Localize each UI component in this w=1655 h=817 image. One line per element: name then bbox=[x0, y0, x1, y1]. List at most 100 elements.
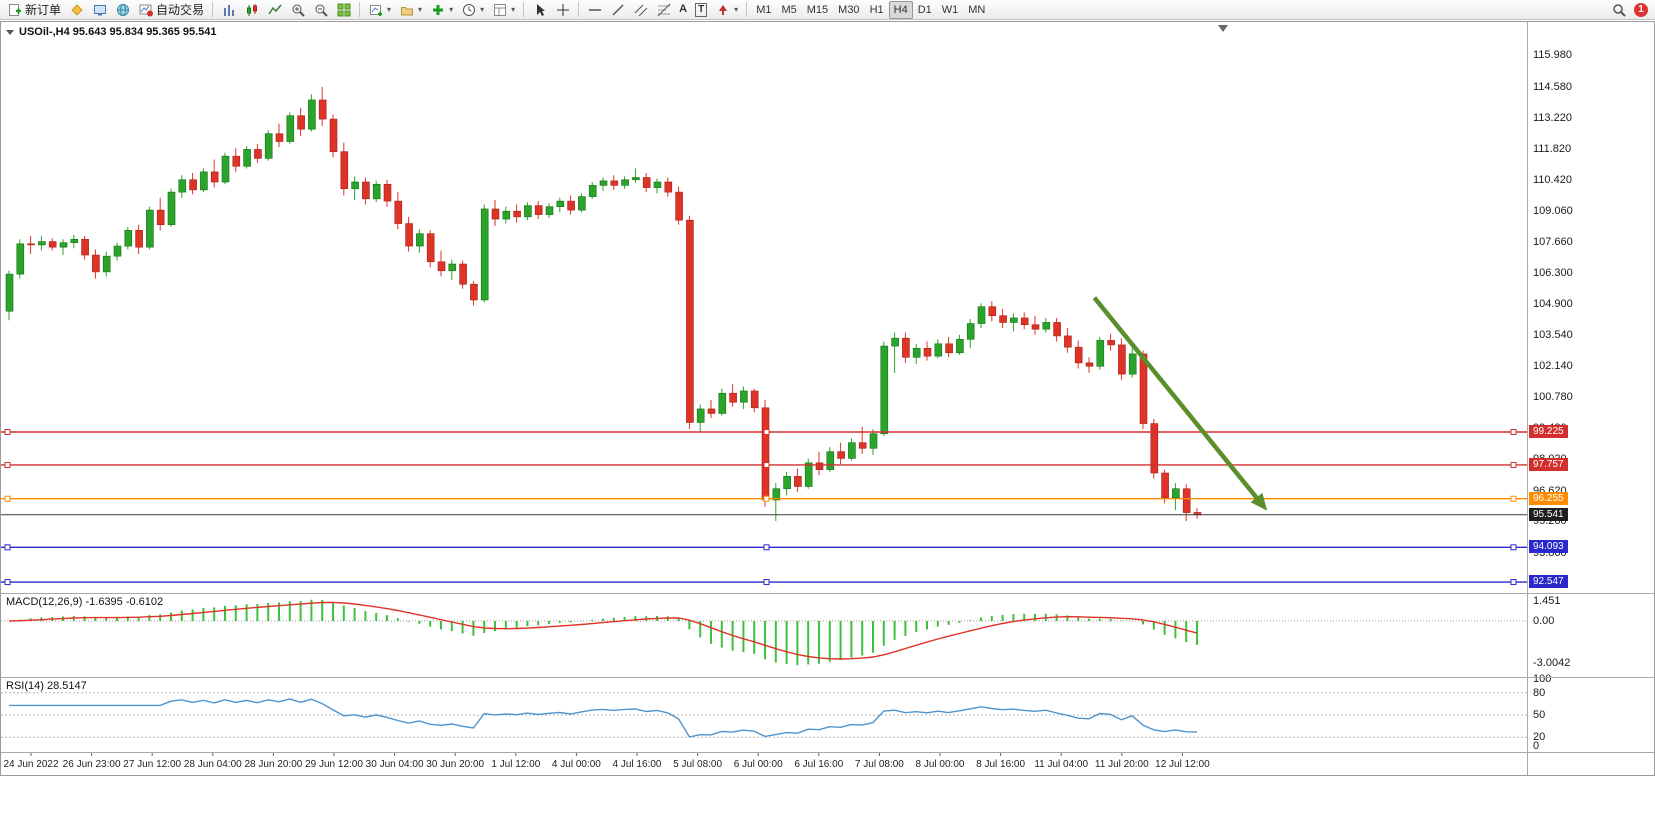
price-axis[interactable]: 115.980 114.580 113.220 111.820 110.420 109.0… bbox=[1528, 22, 1654, 775]
terminal-button[interactable] bbox=[88, 1, 111, 19]
chevron-down-icon: ▾ bbox=[480, 5, 485, 14]
notification-badge: 1 bbox=[1634, 2, 1648, 17]
new-order-button[interactable]: 新订单 bbox=[3, 1, 65, 19]
toolbar-separator bbox=[212, 2, 214, 17]
chevron-down-icon: ▾ bbox=[511, 5, 516, 14]
timeframe-h4-button[interactable]: H4 bbox=[888, 0, 913, 19]
line-chart-icon bbox=[267, 2, 282, 17]
hline-price-badge: 99.225 bbox=[1529, 424, 1568, 438]
timeframe-h1-button[interactable]: H1 bbox=[865, 1, 889, 19]
bid-price-badge: 95.541 bbox=[1529, 507, 1568, 521]
time-axis-label: 7 Jul 08:00 bbox=[855, 759, 904, 770]
metaeditor-button[interactable] bbox=[65, 1, 88, 19]
price-axis-label: 109.060 bbox=[1533, 204, 1573, 217]
channel-button[interactable] bbox=[629, 1, 652, 19]
notification-button[interactable]: 1 bbox=[1630, 1, 1652, 19]
pane-separator[interactable] bbox=[1, 593, 1654, 594]
hline-price-badge: 96.255 bbox=[1529, 491, 1568, 505]
timeframe-w1-button[interactable]: W1 bbox=[937, 1, 964, 19]
chevron-down-icon: ▾ bbox=[387, 5, 392, 14]
bar-chart-icon bbox=[221, 2, 236, 17]
crosshair-button[interactable] bbox=[551, 1, 574, 19]
price-axis-label: 107.660 bbox=[1533, 236, 1573, 249]
text-tool-label: A bbox=[679, 3, 688, 15]
time-axis-label: 27 Jun 12:00 bbox=[123, 759, 181, 770]
timeframe-d1-button[interactable]: D1 bbox=[913, 1, 937, 19]
new-order-label: 新订单 bbox=[25, 3, 62, 17]
navigator-button[interactable] bbox=[111, 1, 134, 19]
zoom-out-button[interactable] bbox=[309, 1, 332, 19]
time-axis-label: 4 Jul 00:00 bbox=[552, 759, 601, 770]
chevron-down-icon: ▾ bbox=[418, 5, 423, 14]
tile-windows-button[interactable] bbox=[332, 1, 355, 19]
search-button[interactable] bbox=[1607, 1, 1630, 19]
price-axis-label: 111.820 bbox=[1533, 142, 1572, 155]
horizontal-line-button[interactable] bbox=[583, 1, 606, 19]
pane-separator[interactable] bbox=[1, 677, 1654, 678]
arrow-shape-icon bbox=[715, 2, 730, 17]
timeframe-m1-button[interactable]: M1 bbox=[751, 1, 776, 19]
timeframe-mn-button[interactable]: MN bbox=[963, 1, 990, 19]
text-tool-button[interactable]: A bbox=[675, 1, 691, 19]
new-chart-button[interactable]: ▾ bbox=[364, 1, 395, 19]
hline-price-badge: 97.757 bbox=[1529, 457, 1568, 471]
price-axis-label: 102.140 bbox=[1533, 360, 1573, 373]
price-axis-label: 115.980 bbox=[1533, 49, 1572, 62]
autotrading-icon bbox=[138, 2, 153, 17]
trendline-icon bbox=[610, 2, 625, 17]
tile-windows-icon bbox=[336, 2, 351, 17]
chart-window: 24 Jun 2022 26 Jun 23:00 27 Jun 12:00 28 Ju… bbox=[0, 21, 1655, 776]
macd-pane[interactable] bbox=[1, 594, 1527, 677]
crosshair-icon bbox=[555, 2, 570, 17]
time-axis-label: 28 Jun 20:00 bbox=[244, 759, 302, 770]
toolbar-separator bbox=[523, 2, 525, 17]
label-tool-button[interactable]: T bbox=[691, 1, 711, 19]
rsi-axis-label: 0 bbox=[1533, 740, 1540, 752]
time-axis[interactable]: 24 Jun 2022 26 Jun 23:00 27 Jun 12:00 28 Ju… bbox=[1, 753, 1527, 775]
time-axis-label: 8 Jul 16:00 bbox=[976, 759, 1025, 770]
macd-axis-label: -3.0042 bbox=[1533, 656, 1571, 669]
time-axis-label: 11 Jul 20:00 bbox=[1095, 759, 1149, 770]
timeframe-m5-button[interactable]: M5 bbox=[776, 1, 801, 19]
time-axis-label: 24 Jun 2022 bbox=[3, 759, 58, 770]
autotrading-button[interactable]: 自动交易 bbox=[134, 1, 208, 19]
line-chart-button[interactable] bbox=[263, 1, 286, 19]
cursor-button[interactable] bbox=[528, 1, 551, 19]
time-axis-label: 6 Jul 16:00 bbox=[794, 759, 843, 770]
channel-icon bbox=[633, 2, 648, 17]
time-axis-label: 30 Jun 20:00 bbox=[426, 759, 484, 770]
arrows-button[interactable]: ▾ bbox=[711, 1, 742, 19]
toolbar: 新订单 自动交易 bbox=[0, 0, 1655, 20]
profiles-button[interactable]: ▾ bbox=[395, 1, 426, 19]
candlestick-chart-button[interactable] bbox=[240, 1, 263, 19]
new-chart-icon bbox=[368, 2, 383, 17]
pane-separator bbox=[1, 752, 1654, 753]
templates-button[interactable]: ▾ bbox=[488, 1, 519, 19]
chevron-down-icon: ▾ bbox=[734, 5, 739, 14]
bar-chart-button[interactable] bbox=[217, 1, 240, 19]
trendline-button[interactable] bbox=[606, 1, 629, 19]
zoom-in-button[interactable] bbox=[286, 1, 309, 19]
chart-menu-arrow-icon[interactable] bbox=[6, 29, 14, 35]
hline-price-badge: 94.093 bbox=[1529, 540, 1568, 554]
periods-button[interactable]: ▾ bbox=[457, 1, 488, 19]
toolbar-separator bbox=[746, 2, 748, 17]
zoom-out-icon bbox=[313, 2, 328, 17]
chart-title: USOil-,H4 95.643 95.834 95.365 95.541 bbox=[6, 26, 217, 38]
timeframe-m15-button[interactable]: M15 bbox=[802, 1, 833, 19]
toolbar-separator bbox=[359, 2, 361, 17]
rsi-pane[interactable] bbox=[1, 678, 1527, 752]
fibonacci-button[interactable] bbox=[652, 1, 675, 19]
indicators-button[interactable]: ▾ bbox=[426, 1, 457, 19]
time-axis-label: 11 Jul 04:00 bbox=[1034, 759, 1088, 770]
main-chart-pane[interactable] bbox=[1, 22, 1527, 593]
rsi-indicator-label: RSI(14) 28.5147 bbox=[6, 680, 87, 692]
macd-axis-label: 0.00 bbox=[1533, 614, 1555, 627]
clock-icon bbox=[461, 2, 476, 17]
bottom-strip bbox=[0, 776, 1655, 817]
timeframe-m30-button[interactable]: M30 bbox=[833, 1, 864, 19]
autotrading-label: 自动交易 bbox=[156, 3, 205, 17]
rsi-axis-label: 80 bbox=[1533, 686, 1546, 699]
time-axis-label: 6 Jul 00:00 bbox=[734, 759, 783, 770]
label-tool-label: T bbox=[695, 2, 708, 17]
